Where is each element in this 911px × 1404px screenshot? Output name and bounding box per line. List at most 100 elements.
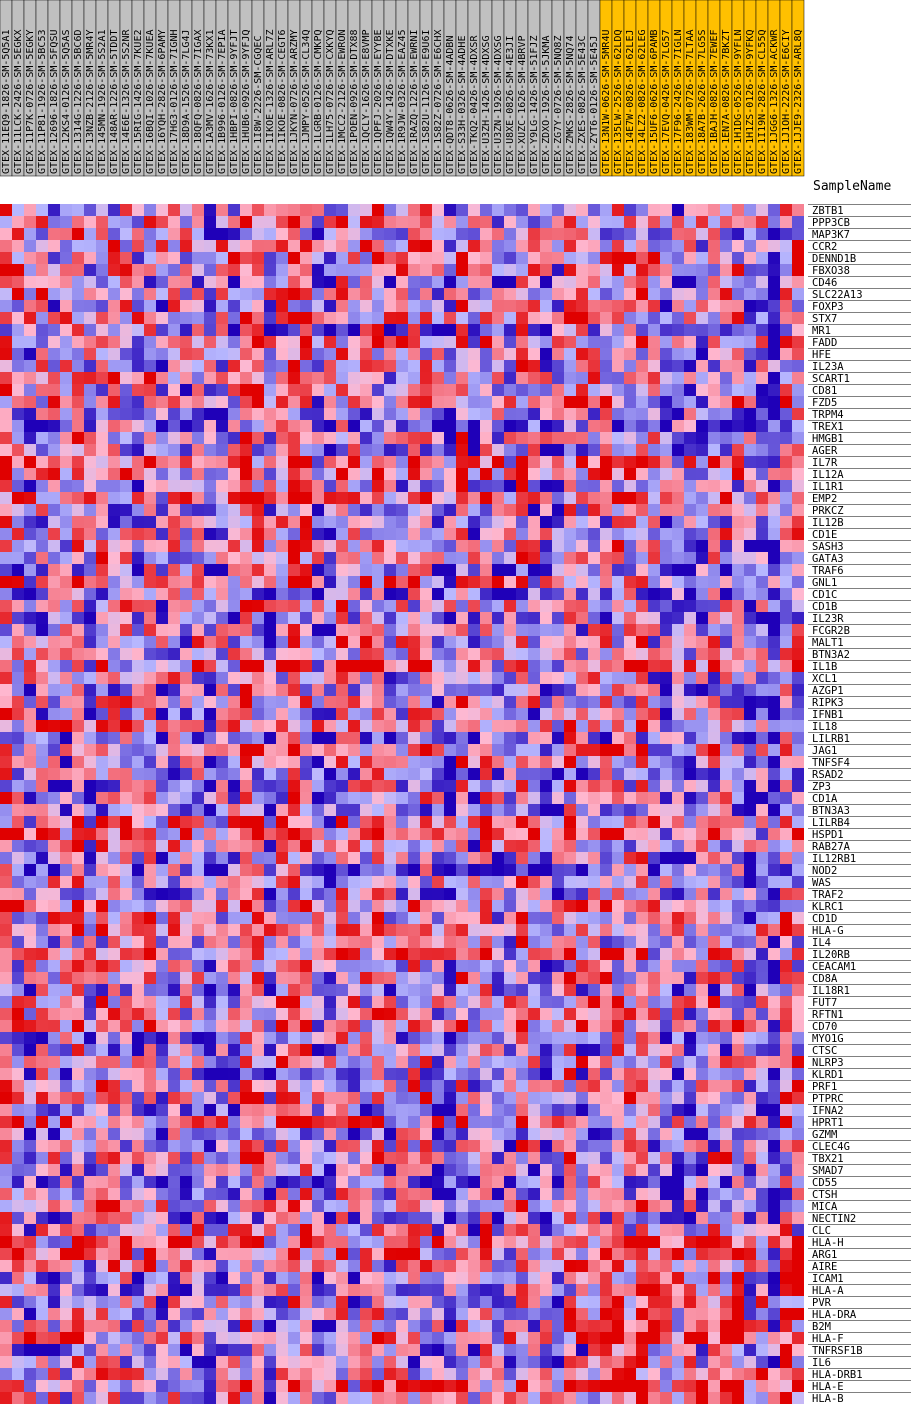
heatmap-cell xyxy=(36,924,48,936)
heatmap-cell xyxy=(504,744,516,756)
heatmap-cell xyxy=(696,480,708,492)
heatmap-cell xyxy=(48,516,60,528)
heatmap-cell xyxy=(132,864,144,876)
heatmap-cell xyxy=(156,900,168,912)
heatmap-cell xyxy=(288,324,300,336)
heatmap-cell xyxy=(372,612,384,624)
heatmap-cell xyxy=(612,444,624,456)
heatmap-cell xyxy=(24,972,36,984)
heatmap-cell xyxy=(528,204,540,216)
heatmap-cell xyxy=(612,492,624,504)
heatmap-cell xyxy=(372,816,384,828)
heatmap-cell xyxy=(792,936,804,948)
heatmap-cell xyxy=(228,360,240,372)
heatmap-cell xyxy=(348,540,360,552)
heatmap-cell xyxy=(360,492,372,504)
heatmap-cell xyxy=(120,876,132,888)
heatmap-cell xyxy=(792,972,804,984)
heatmap-cell xyxy=(216,540,228,552)
heatmap-cell xyxy=(396,216,408,228)
heatmap-cell xyxy=(612,1032,624,1044)
heatmap-cell xyxy=(468,804,480,816)
heatmap-cell xyxy=(204,432,216,444)
heatmap-cell xyxy=(120,864,132,876)
heatmap-cell xyxy=(120,744,132,756)
heatmap-cell xyxy=(636,216,648,228)
heatmap-cell xyxy=(324,828,336,840)
heatmap-cell xyxy=(540,420,552,432)
heatmap-cell xyxy=(552,900,564,912)
heatmap-cell xyxy=(84,996,96,1008)
heatmap-cell xyxy=(768,960,780,972)
heatmap-cell xyxy=(204,1044,216,1056)
heatmap-cell xyxy=(672,360,684,372)
heatmap-cell xyxy=(792,744,804,756)
heatmap-cell xyxy=(420,972,432,984)
heatmap-cell xyxy=(492,720,504,732)
heatmap-cell xyxy=(372,864,384,876)
heatmap-cell xyxy=(156,1044,168,1056)
heatmap-cell xyxy=(240,972,252,984)
heatmap-cell xyxy=(336,780,348,792)
heatmap-cell xyxy=(684,612,696,624)
heatmap-cell xyxy=(192,948,204,960)
heatmap-cell xyxy=(12,504,24,516)
heatmap-cell xyxy=(720,624,732,636)
heatmap-cell xyxy=(612,780,624,792)
heatmap-cell xyxy=(780,960,792,972)
heatmap-cell xyxy=(552,456,564,468)
heatmap-cell xyxy=(48,996,60,1008)
heatmap-cell xyxy=(564,1020,576,1032)
heatmap-cell xyxy=(732,828,744,840)
heatmap-cell xyxy=(204,612,216,624)
heatmap-cell xyxy=(768,768,780,780)
heatmap-cell xyxy=(624,912,636,924)
heatmap-cell xyxy=(108,360,120,372)
heatmap-cell xyxy=(12,576,24,588)
heatmap-cell xyxy=(540,876,552,888)
heatmap-cell xyxy=(312,528,324,540)
heatmap-cell xyxy=(180,456,192,468)
heatmap-cell xyxy=(684,996,696,1008)
heatmap-cell xyxy=(336,300,348,312)
heatmap-cell xyxy=(360,732,372,744)
heatmap-cell xyxy=(276,744,288,756)
heatmap-cell xyxy=(744,816,756,828)
heatmap-cell xyxy=(624,468,636,480)
heatmap-cell xyxy=(12,912,24,924)
heatmap-cell xyxy=(288,1056,300,1068)
heatmap-cell xyxy=(324,348,336,360)
heatmap-cell xyxy=(168,288,180,300)
heatmap-cell xyxy=(432,828,444,840)
heatmap-cell xyxy=(396,240,408,252)
heatmap-cell xyxy=(228,720,240,732)
heatmap-cell xyxy=(204,828,216,840)
heatmap-cell xyxy=(180,348,192,360)
heatmap-cell xyxy=(96,852,108,864)
heatmap-cell xyxy=(504,936,516,948)
heatmap-cell xyxy=(0,396,12,408)
heatmap-cell xyxy=(300,504,312,516)
heatmap-cell xyxy=(588,792,600,804)
heatmap-cell xyxy=(12,888,24,900)
heatmap-cell xyxy=(408,408,420,420)
heatmap-cell xyxy=(240,264,252,276)
heatmap-cell xyxy=(564,732,576,744)
heatmap-cell xyxy=(48,672,60,684)
heatmap-cell xyxy=(288,636,300,648)
heatmap-cell xyxy=(72,648,84,660)
heatmap-cell xyxy=(540,684,552,696)
heatmap-cell xyxy=(120,840,132,852)
heatmap-cell xyxy=(504,660,516,672)
heatmap-cell xyxy=(684,540,696,552)
heatmap-cell xyxy=(672,936,684,948)
heatmap-cell xyxy=(564,648,576,660)
heatmap-cell xyxy=(624,888,636,900)
heatmap-cell xyxy=(684,468,696,480)
heatmap-cell xyxy=(420,612,432,624)
heatmap-cell xyxy=(288,552,300,564)
heatmap-cell xyxy=(672,576,684,588)
heatmap-cell xyxy=(600,528,612,540)
heatmap-cell xyxy=(168,432,180,444)
heatmap-cell xyxy=(168,1020,180,1032)
